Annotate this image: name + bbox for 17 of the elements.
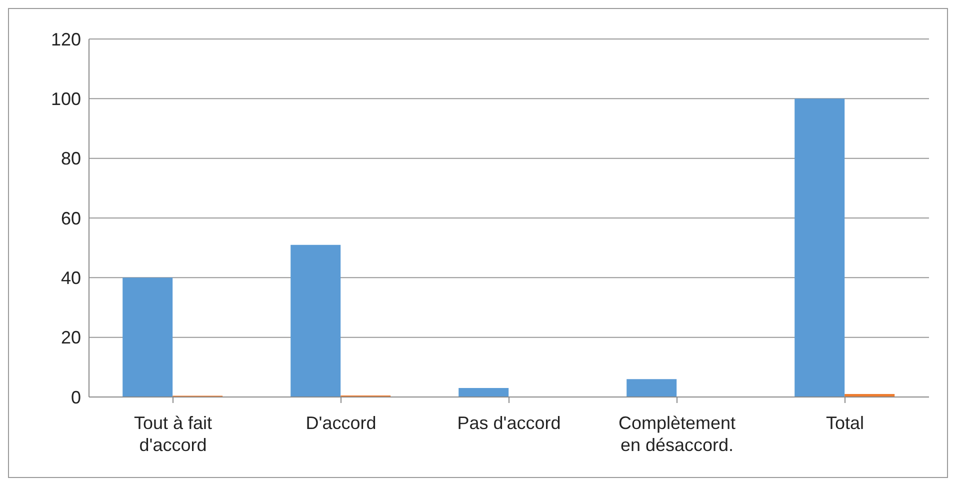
bar — [626, 379, 677, 397]
y-tick-label: 100 — [50, 89, 81, 110]
x-tick-label: D'accord — [306, 413, 376, 433]
x-tick-label: Pas d'accord — [457, 413, 561, 433]
y-tick-label: 120 — [50, 29, 81, 50]
x-tick-label: Total — [826, 413, 864, 433]
bar — [458, 388, 509, 397]
x-tick-label: Tout à fait d'accord — [134, 413, 212, 455]
y-tick-label: 40 — [60, 268, 81, 288]
y-tick-label: 80 — [60, 148, 81, 169]
y-tick-label: 0 — [70, 387, 81, 408]
bar — [794, 98, 845, 397]
y-tick-label: 20 — [60, 328, 81, 348]
bar — [290, 244, 341, 397]
x-tick-label: Complètement en désaccord. — [618, 413, 736, 455]
bar — [122, 278, 173, 397]
y-tick-label: 60 — [60, 208, 81, 228]
